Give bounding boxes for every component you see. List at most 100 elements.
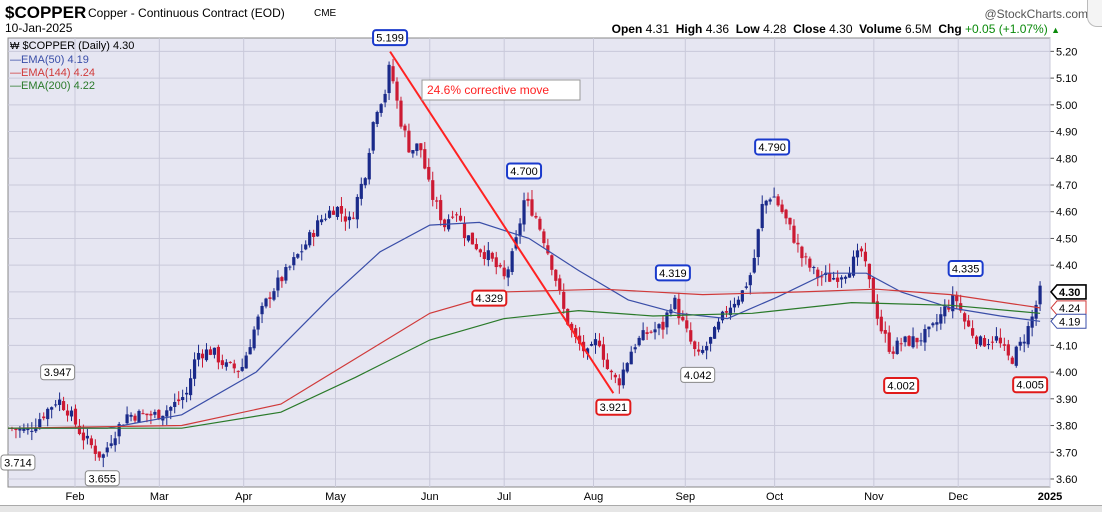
candle-body: [601, 344, 606, 360]
candle-body: [153, 411, 157, 415]
candle-body: [764, 200, 768, 206]
candle-body: [478, 249, 482, 253]
volume-value: 6.5M: [904, 22, 932, 36]
candle-body: [61, 401, 66, 411]
candle-body: [450, 216, 455, 218]
y-tick-label: 4.90: [1056, 127, 1077, 139]
candle-body: [605, 359, 609, 369]
candle-body: [335, 206, 340, 217]
candle-body: [1038, 285, 1042, 305]
candle-body: [736, 299, 740, 306]
candle-body: [1006, 344, 1010, 356]
candle-body: [697, 349, 701, 352]
candle-body: [752, 257, 756, 273]
candle-body: [629, 351, 633, 365]
price-callout-label: 4.329: [476, 293, 504, 305]
candle-body: [816, 269, 820, 279]
candle-body: [181, 397, 185, 401]
candle-body: [510, 251, 514, 273]
candle-body: [42, 416, 46, 419]
price-callout-label: 4.335: [952, 264, 980, 276]
candle-body: [236, 370, 240, 372]
candle-body: [994, 336, 999, 341]
legend-ema200: —EMA(200) 4.22: [10, 80, 95, 92]
candle-body: [566, 308, 570, 325]
y-tick-label: 4.60: [1056, 207, 1077, 219]
candle-body: [137, 410, 141, 423]
candle-body: [923, 329, 927, 343]
price-callout: [654, 264, 691, 282]
instrument-name: Copper - Continuous Contract (EOD): [88, 6, 285, 20]
candle-body: [947, 307, 951, 310]
candle-body: [212, 347, 217, 355]
candle-body: [343, 216, 348, 222]
candle-body: [395, 81, 399, 101]
y-tick-label: 5.00: [1056, 100, 1077, 112]
last-value-marker: [1050, 300, 1087, 316]
candle-body: [220, 360, 224, 366]
candle-body: [435, 200, 439, 202]
chg-value: +0.05 (+1.07%): [965, 22, 1048, 36]
candle-body: [30, 430, 34, 432]
scrollbar[interactable]: [1087, 0, 1102, 27]
price-callout-label: 3.921: [600, 402, 628, 414]
x-tick-label: Mar: [150, 491, 169, 503]
note-text: 24.6% corrective move: [427, 83, 549, 97]
candle-body: [498, 264, 502, 267]
candle-body: [927, 326, 931, 330]
price-callout-label: 4.002: [887, 381, 915, 393]
candle-body: [701, 349, 705, 353]
x-tick-label: Aug: [584, 491, 604, 503]
candle-body: [50, 407, 54, 410]
candle-body: [125, 414, 129, 424]
candle-body: [570, 323, 574, 331]
candle-body: [248, 347, 252, 355]
candle-body: [522, 200, 526, 225]
candle-body: [855, 250, 860, 258]
candle-body: [276, 277, 280, 291]
bottom-scrollbar[interactable]: [0, 505, 1102, 512]
price-callout: [595, 398, 632, 416]
candle-body: [919, 340, 923, 342]
candle-body: [232, 363, 236, 369]
candle-body: [133, 415, 137, 421]
price-callout: [947, 260, 984, 278]
y-tick-label: 4.00: [1056, 367, 1077, 379]
candle-body: [673, 297, 677, 310]
price-callout: [506, 162, 543, 180]
ema-line-ema50: [8, 221, 1041, 429]
candle-body: [768, 199, 772, 202]
line-icon: —: [10, 80, 21, 92]
ema-line-ema144: [7, 288, 1041, 429]
y-tick-label: 3.90: [1056, 394, 1077, 406]
candle-body: [589, 344, 594, 346]
candle-body: [883, 330, 887, 334]
candle-body: [899, 343, 903, 345]
candle-body: [760, 203, 764, 229]
candle-body: [546, 245, 550, 254]
candle-body: [808, 258, 812, 268]
open-label: Open: [611, 22, 643, 36]
candle-body: [625, 363, 629, 372]
chart-date: 10-Jan-2025: [5, 21, 73, 35]
price-callout: [372, 29, 409, 47]
candle-body: [986, 344, 991, 346]
candle-body: [693, 341, 697, 350]
candle-body: [387, 64, 391, 94]
candle-body: [744, 286, 748, 288]
candle-body: [530, 199, 534, 216]
candle-body: [955, 294, 959, 302]
candle-body: [34, 427, 38, 432]
chart-type-icon: ₩: [10, 41, 20, 52]
candle-body: [776, 196, 780, 206]
candle-body: [840, 277, 844, 280]
candle-body: [538, 218, 542, 230]
candle-body: [633, 347, 637, 350]
candle-body: [14, 428, 18, 431]
candle-body: [542, 231, 546, 244]
candle-body: [177, 399, 181, 402]
candle-body: [828, 272, 832, 282]
candle-body: [355, 196, 359, 220]
ohlc-summary: Open 4.31 High 4.36 Low 4.28 Close 4.30 …: [612, 22, 1060, 36]
